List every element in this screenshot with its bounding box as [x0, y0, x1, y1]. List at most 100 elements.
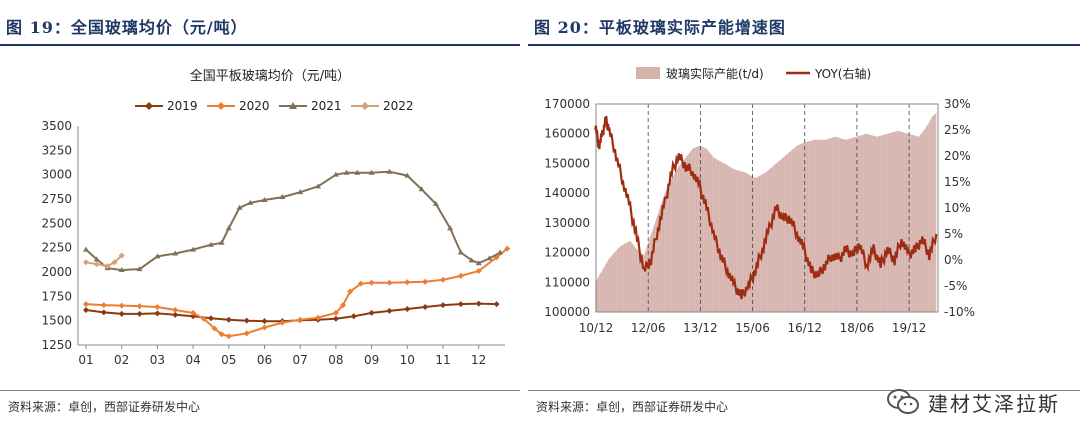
legend-label: YOY(右轴)	[814, 66, 871, 81]
legend-item-yoy: YOY(右轴)	[786, 66, 871, 81]
y-right-tick-label: -5%	[944, 279, 967, 293]
x-tick-label: 08	[328, 353, 343, 367]
x-tick-label: 11	[435, 353, 450, 367]
series-point-2019	[493, 301, 500, 308]
legend-label: 2022	[383, 99, 414, 113]
y-right-tick-label: 25%	[944, 123, 971, 137]
series-point-2021	[154, 253, 161, 259]
series-point-2021	[432, 200, 439, 206]
series-point-2021	[332, 171, 339, 177]
series-point-2020	[136, 303, 143, 310]
legend-item-2021: 2021	[279, 99, 342, 113]
series-point-2019	[225, 316, 232, 323]
series-point-2021	[83, 246, 89, 252]
series-point-2020	[504, 245, 511, 252]
left-panel: 图 19：全国玻璃均价（元/吨） 全国平板玻璃均价（元/吨） 2019 2020 20…	[0, 0, 520, 447]
y-tick-label: 2000	[41, 265, 72, 279]
series-point-2020	[118, 302, 125, 309]
series-point-2021	[207, 241, 214, 247]
source-left: 资料来源：卓创，西部证券研发中心	[8, 400, 201, 414]
x-tick-label: 10/12	[579, 321, 614, 335]
title-rule-left	[0, 44, 520, 46]
y-left-tick-label: 170000	[544, 97, 590, 111]
series-point-2020	[261, 324, 268, 331]
legend-label: 2021	[311, 99, 342, 113]
series-point-2020	[200, 315, 207, 322]
series-point-2021	[447, 225, 454, 231]
x-tick-label: 06	[257, 353, 272, 367]
series-point-2020	[154, 304, 161, 311]
series-point-2021	[247, 199, 254, 205]
y-tick-label: 2250	[41, 241, 72, 255]
source-right: 资料来源：卓创，西部证券研发中心	[536, 400, 729, 414]
series-point-2021	[386, 168, 393, 174]
right-panel: 图 20：平板玻璃实际产能增速图 玻璃实际产能(t/d) YOY(右轴) 10000…	[528, 0, 1080, 447]
y-tick-label: 1250	[41, 338, 72, 352]
series-point-2021	[279, 194, 286, 200]
legend-marker	[145, 102, 153, 110]
series-point-2021	[468, 257, 475, 263]
series-point-2019	[100, 309, 107, 316]
plot-frame	[595, 103, 939, 313]
series-point-2019	[118, 310, 125, 317]
y-tick-label: 3000	[41, 168, 72, 182]
watermark-text: 建材艾泽拉斯	[928, 391, 1060, 416]
series-point-2019	[422, 304, 429, 311]
x-tick-label: 07	[293, 353, 308, 367]
series-point-2021	[225, 225, 232, 231]
series-point-2021	[354, 169, 361, 175]
series-point-2019	[368, 309, 375, 316]
legend-swatch	[636, 67, 660, 79]
series-point-2021	[172, 250, 179, 256]
y-tick-label: 3500	[41, 119, 72, 133]
series-point-2020	[172, 306, 179, 313]
series-point-2021	[118, 267, 125, 273]
series-point-2019	[154, 310, 161, 317]
y-right-tick-label: 30%	[944, 97, 971, 111]
source-rule-left	[0, 390, 520, 391]
y-tick-label: 3250	[41, 143, 72, 157]
series-point-2020	[422, 278, 429, 285]
capacity-area	[595, 112, 937, 313]
series-point-2022	[118, 252, 125, 259]
series-point-2019	[440, 302, 446, 309]
series-point-2021	[218, 239, 225, 245]
y-tick-label: 2500	[41, 216, 72, 230]
series-point-2020	[297, 316, 304, 323]
y-tick-label: 1750	[41, 289, 72, 303]
legend-label: 2020	[239, 99, 270, 113]
y-tick-label: 1500	[41, 314, 72, 328]
series-point-2020	[475, 268, 482, 275]
figure-title-right: 图 20：平板玻璃实际产能增速图	[534, 18, 786, 37]
series-point-2021	[315, 183, 322, 189]
series-point-2019	[350, 313, 357, 320]
x-tick-label: 12/06	[631, 321, 666, 335]
series-point-2021	[475, 260, 482, 266]
series-point-2020	[386, 279, 393, 286]
series-point-2020	[404, 279, 411, 286]
series-line-2021	[85, 170, 501, 272]
series-point-2020	[332, 309, 339, 316]
series-point-2020	[83, 301, 89, 308]
series-point-2022	[93, 261, 100, 268]
y-left-tick-label: 130000	[544, 216, 590, 230]
x-tick-label: 02	[114, 353, 129, 367]
wechat-icon	[886, 387, 920, 417]
y-right-tick-label: 10%	[944, 201, 971, 215]
source-rule-right	[528, 390, 1080, 391]
series-point-2019	[172, 311, 179, 318]
series-point-2020	[100, 302, 107, 309]
series-point-2021	[457, 249, 464, 255]
series-point-2020	[218, 331, 225, 338]
series-point-2021	[486, 255, 493, 261]
series-point-2020	[368, 279, 375, 286]
legend-marker	[361, 102, 369, 110]
watermark: 建材艾泽拉斯	[886, 384, 1060, 420]
y-left-tick-label: 110000	[544, 275, 590, 289]
series-point-2021	[497, 249, 504, 255]
series-point-2021	[236, 204, 243, 210]
x-tick-label: 13/12	[683, 321, 718, 335]
x-tick-label: 12	[471, 353, 486, 367]
y-right-tick-label: 15%	[944, 175, 971, 189]
series-point-2019	[261, 318, 268, 325]
